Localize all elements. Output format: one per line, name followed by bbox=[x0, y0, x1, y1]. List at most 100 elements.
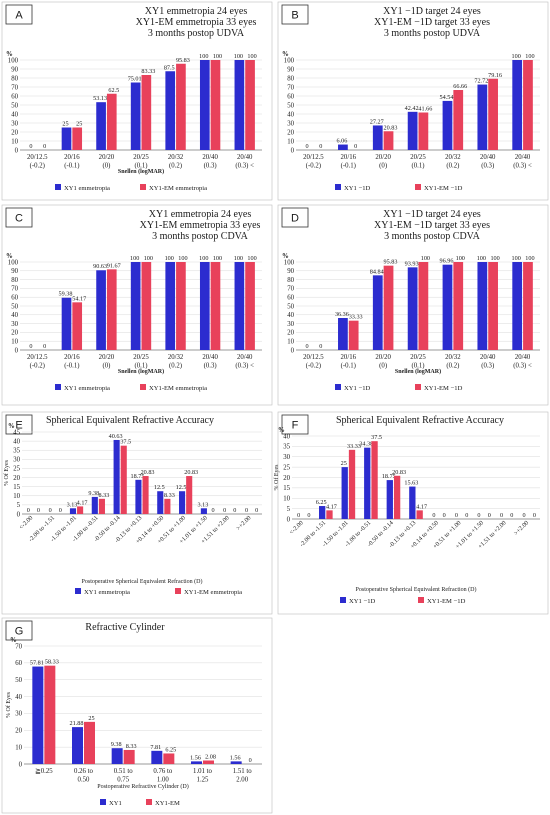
data-label: 25 bbox=[62, 121, 68, 128]
chart-title: XY1-EM emmetropia 33 eyes bbox=[136, 17, 257, 28]
panel-letter-box bbox=[5, 207, 33, 228]
legend-swatch bbox=[415, 184, 421, 190]
chart-panel-g: G Refractive Cylinder 0 10 20 30 40 50 60 70% % Of… bbox=[1, 617, 273, 814]
bar-series1 bbox=[407, 267, 418, 350]
x-tick-label: (-0.2) bbox=[30, 363, 45, 370]
bar-series2 bbox=[176, 63, 186, 150]
y-tick-label: 60 bbox=[11, 295, 18, 302]
legend-label: XY1 −1D bbox=[344, 385, 370, 392]
bar-series1 bbox=[230, 761, 242, 764]
data-label: 95.83 bbox=[176, 57, 190, 64]
bar-series1 bbox=[338, 144, 348, 150]
data-label: 100 bbox=[213, 255, 222, 262]
data-label: 100 bbox=[490, 255, 499, 262]
y-tick-label: 70 bbox=[287, 286, 294, 293]
panel-letter-box bbox=[281, 4, 309, 25]
data-label: 0 bbox=[307, 512, 310, 519]
data-label: 79.16 bbox=[488, 72, 502, 79]
y-unit-label: % bbox=[6, 51, 13, 58]
x-tick-label: 20/16 bbox=[341, 154, 357, 161]
y-tick-label: 80 bbox=[11, 277, 18, 284]
x-tick-label: 20/40 bbox=[480, 154, 496, 161]
data-label: 41.66 bbox=[418, 106, 432, 113]
data-label: 25 bbox=[341, 460, 347, 467]
data-label: 25 bbox=[76, 121, 82, 128]
x-tick-label: 1.00 bbox=[157, 777, 169, 784]
panel-letter: G bbox=[15, 626, 24, 638]
x-tick-label: 20/12.5 bbox=[303, 354, 324, 361]
bar-series1 bbox=[372, 275, 383, 350]
bar-series2 bbox=[123, 749, 135, 764]
data-label: 25 bbox=[88, 715, 94, 722]
data-label: 27.27 bbox=[370, 118, 384, 125]
bar-series2 bbox=[210, 60, 221, 150]
y-tick-label: 40 bbox=[13, 438, 20, 445]
y-tick-label: 0 bbox=[17, 511, 21, 518]
data-label: 66.66 bbox=[453, 83, 467, 90]
bar-series1 bbox=[234, 262, 245, 350]
bar-series2 bbox=[523, 262, 533, 350]
bar-series1 bbox=[32, 666, 44, 764]
y-tick-label: 50 bbox=[11, 102, 18, 109]
data-label: 96.96 bbox=[440, 258, 454, 265]
data-label: 0 bbox=[29, 143, 32, 150]
panel-letter: C bbox=[15, 213, 23, 225]
bar-series1 bbox=[130, 82, 141, 150]
bar-series1 bbox=[135, 479, 142, 514]
bar-series1 bbox=[477, 262, 488, 350]
y-unit-label: % bbox=[282, 253, 289, 260]
bar-series1 bbox=[157, 491, 164, 514]
y-tick-label: 30 bbox=[11, 120, 18, 127]
bar-series1 bbox=[165, 71, 176, 150]
x-tick-label: (0.3) < bbox=[235, 363, 254, 370]
y-tick-label: 10 bbox=[287, 339, 294, 346]
bar-series2 bbox=[453, 262, 464, 350]
x-tick-label: 0.75 bbox=[117, 777, 129, 784]
y-tick-label: 30 bbox=[11, 321, 18, 328]
legend-swatch bbox=[100, 799, 106, 805]
data-label: 33.33 bbox=[347, 443, 361, 450]
y-unit-label: % bbox=[282, 51, 289, 58]
chart-title: Spherical Equivalent Refractive Accuracy bbox=[336, 415, 504, 426]
x-tick-label: 20/12.5 bbox=[27, 354, 48, 361]
legend-swatch bbox=[335, 384, 341, 390]
y-axis-label: % Of Eyes bbox=[3, 459, 10, 486]
y-tick-label: 25 bbox=[283, 464, 290, 471]
x-tick-label: 20/25 bbox=[410, 154, 426, 161]
data-label: 72.72 bbox=[474, 78, 488, 85]
x-tick-label: (0.1) bbox=[411, 363, 424, 370]
x-tick-label: (0.3) bbox=[481, 363, 494, 370]
x-axis-label: Snellen (logMAR) bbox=[118, 368, 164, 375]
data-label: 20.83 bbox=[141, 469, 155, 476]
x-tick-label: (-0.2) bbox=[306, 163, 321, 170]
data-label: 42.42 bbox=[405, 105, 419, 112]
y-tick-label: 60 bbox=[287, 295, 294, 302]
x-axis-label: Postoperative Spherical Equivalent Refra… bbox=[82, 578, 203, 585]
data-label: 84.84 bbox=[370, 268, 384, 275]
data-label: 3.13 bbox=[197, 501, 208, 508]
data-label: 0 bbox=[43, 143, 46, 150]
data-label: 0 bbox=[223, 507, 226, 514]
data-label: 15.63 bbox=[404, 480, 418, 487]
data-label: 100 bbox=[456, 255, 465, 262]
bar-series1 bbox=[234, 60, 245, 150]
bar-series1 bbox=[364, 447, 371, 519]
y-tick-label: 0 bbox=[287, 516, 291, 523]
data-label: 90.63 bbox=[93, 263, 107, 270]
bar-series2 bbox=[141, 262, 152, 350]
data-label: 0 bbox=[27, 507, 30, 514]
y-tick-label: 40 bbox=[283, 433, 290, 440]
y-tick-label: 60 bbox=[287, 93, 294, 100]
data-label: 0 bbox=[443, 512, 446, 519]
x-tick-label: 20/32 bbox=[445, 154, 461, 161]
data-label: 1.56 bbox=[190, 754, 201, 761]
panel-letter-box bbox=[281, 207, 309, 228]
data-label: 100 bbox=[130, 255, 139, 262]
x-tick-label: (0.2) bbox=[446, 363, 459, 370]
data-label: 100 bbox=[234, 255, 243, 262]
bar-series1 bbox=[319, 506, 326, 519]
data-label: 100 bbox=[247, 53, 256, 60]
